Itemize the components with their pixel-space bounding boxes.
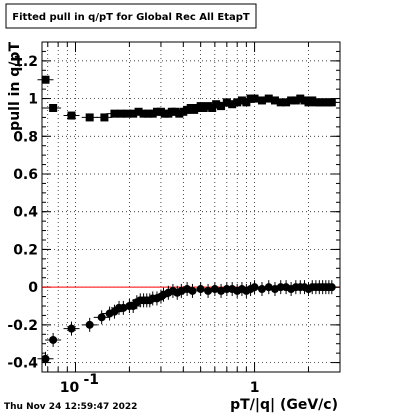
square-marker <box>270 96 279 105</box>
circle-marker <box>41 354 50 363</box>
data-markers <box>37 75 340 366</box>
y-tick-label: 1.2 <box>13 54 38 70</box>
square-marker <box>228 100 237 109</box>
y-tick-label: 1 <box>28 92 38 108</box>
y-tick-labels: -0.4 -0.2 0 0.2 0.4 0.6 0.8 1 1.2 <box>7 54 38 372</box>
y-axis-title: pull in q/pT <box>7 42 23 131</box>
square-marker <box>237 96 246 105</box>
circle-marker <box>188 286 197 295</box>
x-tick-label: 1 <box>250 380 260 396</box>
y-tick-label: 0.2 <box>13 242 38 258</box>
square-marker <box>217 102 226 111</box>
square-marker <box>100 113 109 122</box>
square-marker <box>129 109 138 118</box>
timestamp-label: Thu Nov 24 12:59:47 2022 <box>4 402 137 412</box>
x-tick-label-exponent: -1 <box>84 372 100 388</box>
x-tick-labels: 10 -1 1 <box>60 372 260 396</box>
y-tick-label: 0.4 <box>13 205 38 221</box>
square-marker <box>199 104 208 112</box>
square-marker <box>41 75 50 84</box>
axis-ticks <box>42 42 340 372</box>
circle-marker <box>85 320 94 329</box>
x-axis-title: pT/|q| (GeV/c) <box>230 397 338 413</box>
square-marker <box>204 102 213 111</box>
square-marker <box>291 96 300 105</box>
square-marker <box>212 100 221 109</box>
square-marker <box>85 113 94 122</box>
y-tick-label: 0.6 <box>13 167 38 183</box>
square-marker <box>49 104 58 112</box>
square-marker <box>327 98 336 107</box>
square-marker <box>296 94 305 103</box>
square-marker <box>264 94 273 103</box>
square-marker <box>171 107 180 116</box>
circle-marker <box>49 335 58 344</box>
square-marker <box>134 107 143 116</box>
square-marker <box>148 109 157 118</box>
y-tick-label: 0.8 <box>13 129 38 145</box>
circle-marker <box>250 283 259 292</box>
y-tick-label: 0 <box>28 280 38 296</box>
circle-marker <box>204 286 213 295</box>
circle-marker <box>67 324 76 333</box>
square-marker <box>282 98 291 107</box>
square-marker <box>242 98 251 107</box>
circle-marker <box>97 313 106 322</box>
circle-marker <box>257 285 266 294</box>
chart-title-box: Fitted pull in q/pT for Global Rec All E… <box>5 3 257 29</box>
square-marker <box>257 96 266 105</box>
square-marker <box>67 111 76 120</box>
y-tick-label: -0.4 <box>7 356 38 372</box>
chart-title: Fitted pull in q/pT for Global Rec All E… <box>12 12 250 23</box>
square-marker <box>250 94 259 103</box>
circle-marker <box>327 283 336 292</box>
y-tick-label: -0.2 <box>7 318 38 334</box>
circle-marker <box>196 285 205 294</box>
square-marker <box>222 98 231 107</box>
chart-title-frame <box>5 3 257 29</box>
x-tick-label: 10 <box>60 380 80 396</box>
square-marker <box>233 98 242 107</box>
